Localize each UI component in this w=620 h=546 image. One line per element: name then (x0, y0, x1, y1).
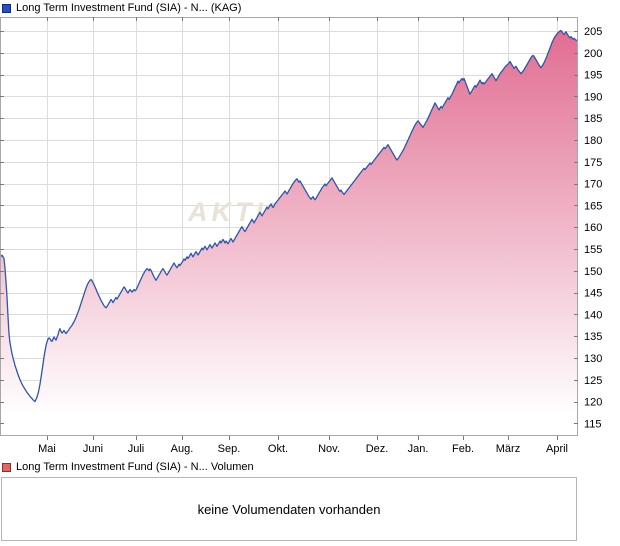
price-legend-swatch (2, 4, 11, 13)
price-legend-label: Long Term Investment Fund (SIA) - N... (… (16, 2, 241, 14)
price-legend: Long Term Investment Fund (SIA) - N... (… (2, 2, 241, 14)
price-chart: AKTIE20520019519018518017517016516015515… (0, 0, 620, 458)
y-axis-label: 130 (584, 353, 602, 365)
x-axis-label: Aug. (171, 443, 194, 455)
y-axis-label: 180 (584, 135, 602, 147)
y-axis-label: 140 (584, 309, 602, 321)
y-axis-label: 195 (584, 70, 602, 82)
y-axis-label: 150 (584, 266, 602, 278)
x-axis-label: Nov. (318, 443, 340, 455)
x-axis-label: Mai (38, 443, 56, 455)
y-axis-label: 120 (584, 397, 602, 409)
fund-chart-page: Long Term Investment Fund (SIA) - N... (… (0, 0, 620, 546)
y-axis-label: 160 (584, 222, 602, 234)
x-axis-label: Jan. (408, 443, 429, 455)
y-axis-label: 135 (584, 331, 602, 343)
x-axis-label: Juli (128, 443, 145, 455)
volume-panel: keine Volumendaten vorhanden (1, 477, 577, 541)
x-axis-label: Feb. (452, 443, 474, 455)
x-axis-label: Sep. (218, 443, 241, 455)
y-axis-label: 205 (584, 26, 602, 38)
x-axis-label: Juni (83, 443, 103, 455)
y-axis-label: 145 (584, 288, 602, 300)
volume-legend-label: Long Term Investment Fund (SIA) - N... V… (16, 461, 254, 473)
y-axis-label: 155 (584, 244, 602, 256)
x-axis-label: Okt. (268, 443, 288, 455)
y-axis-label: 125 (584, 375, 602, 387)
y-axis-labels: 205 200 195 190 185 180 175 170 165 160 155 150 145 1… (584, 26, 602, 430)
y-axis-label: 200 (584, 48, 602, 60)
y-axis-label: 190 (584, 91, 602, 103)
y-axis-label: 115 (584, 418, 602, 430)
x-axis-labels: Mai Juni Juli Aug. Sep. Okt. Nov. Dez. Jan. Feb. M… (38, 443, 568, 455)
y-axis-label: 175 (584, 157, 602, 169)
x-axis-label: April (546, 443, 568, 455)
x-axis-label: Dez. (366, 443, 389, 455)
y-axis-label: 170 (584, 179, 602, 191)
volume-legend: Long Term Investment Fund (SIA) - N... V… (2, 461, 254, 473)
price-area (0, 31, 578, 437)
y-axis-label: 185 (584, 113, 602, 125)
x-axis-label: März (496, 443, 520, 455)
volume-legend-swatch (2, 463, 11, 472)
volume-panel-message: keine Volumendaten vorhanden (198, 502, 381, 517)
y-axis-label: 165 (584, 200, 602, 212)
